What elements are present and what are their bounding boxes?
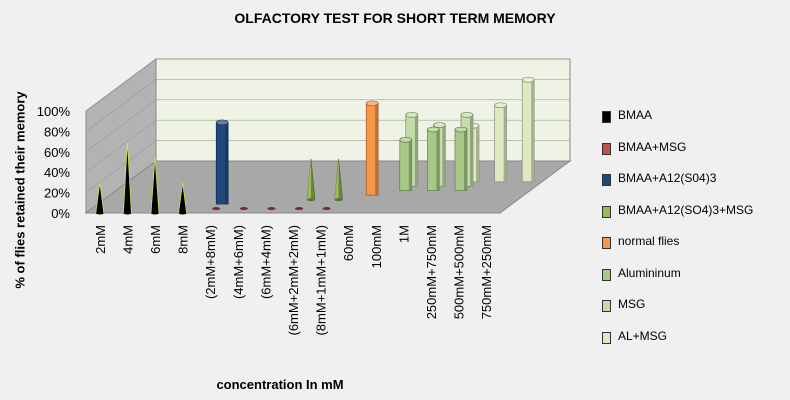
bar-al-msg-14 (521, 77, 535, 183)
gridline (85, 99, 157, 153)
y-tick-label: 100% (37, 104, 71, 119)
x-tick-label: 2mM (93, 225, 108, 254)
bar-bmaa-msg-4 (212, 207, 221, 211)
bar-bmaa-3 (178, 182, 187, 215)
chart-marks (95, 77, 535, 215)
legend-swatch (602, 300, 611, 312)
gridline (85, 119, 157, 173)
y-axis-ticks: 0% 20% 40% 60% 80% 100% (37, 104, 71, 221)
floor (84, 160, 572, 214)
bar-bmaa-msg-7 (295, 207, 303, 211)
bar-bmaa-msg-6 (267, 207, 276, 211)
legend-swatch (602, 268, 611, 281)
x-tick-label: 100mM (369, 225, 384, 268)
x-tick-label: 60mM (341, 225, 356, 261)
legend-swatch (602, 174, 611, 186)
gridline (85, 58, 157, 112)
bar-normal-flies-9 (365, 100, 379, 196)
x-tick-label: 250mM+750mM (424, 225, 439, 319)
bar-alumininum-12 (454, 126, 468, 192)
x-axis-ticks: 2mM 4mM 6mM 8mM (2mM+8mM) (4mM+6mM) (6mM+4mM) (… (93, 225, 494, 336)
x-tick-label: (2mM+8mM) (203, 225, 218, 299)
bar-bmaa-msg-5 (239, 207, 248, 211)
legend-label: MSG (618, 297, 646, 311)
bar-bmaa-a12-s04-3-4 (215, 119, 229, 205)
legend-label: BMAA+MSG (618, 139, 687, 154)
legend-swatch (602, 331, 611, 344)
x-tick-label: (4mM+6mM) (231, 225, 246, 299)
bar-bmaa-0 (95, 182, 105, 215)
bar-bmaa-msg-8 (322, 207, 331, 211)
legend-label: AL+MSG (618, 328, 668, 343)
bar-bmaa-1 (123, 141, 132, 215)
bar-al-msg-13 (494, 102, 507, 183)
y-tick-label: 40% (44, 165, 70, 180)
x-tick-label: 6mM (148, 225, 163, 254)
x-tick-label: (8mM+1mM+1mM) (314, 225, 329, 336)
bar-alumininum-11 (427, 126, 440, 192)
legend-swatch (602, 142, 611, 155)
y-tick-label: 80% (44, 124, 70, 139)
legend-swatch (602, 237, 611, 249)
legend-label: Alumininum (618, 265, 681, 280)
bar-alumininum-10 (399, 136, 413, 192)
y-tick-label: 20% (44, 186, 70, 201)
legend-swatch (602, 205, 611, 218)
x-tick-label: 8mM (176, 225, 191, 254)
y-tick-label: 0% (51, 206, 70, 221)
legend-label: BMAA+A12(SO4)3+MSG (618, 202, 754, 217)
x-tick-label: 750mM+250mM (479, 225, 494, 319)
legend-label: normal flies (618, 234, 680, 248)
x-tick-label: (6mM+2mM+2mM) (286, 225, 301, 336)
x-tick-label: 1M (396, 225, 411, 243)
y-tick-label: 60% (44, 145, 70, 160)
bar-bmaa-a12-so4-3-msg-7 (306, 158, 316, 202)
gridline (85, 79, 157, 132)
x-axis-label: concentration In mM (216, 377, 344, 392)
gridline (85, 140, 157, 193)
bar-bmaa-a12-so4-3-msg-8 (334, 158, 343, 202)
x-tick-label: 4mM (120, 225, 135, 254)
legend-label: BMAA+A12(S04)3 (618, 171, 717, 185)
x-tick-label: 500mM+500mM (452, 225, 467, 319)
bar-bmaa-2 (150, 156, 160, 215)
legend-swatch (602, 111, 611, 123)
x-tick-label: (6mM+4mM) (258, 225, 273, 299)
chart-title: OLFACTORY TEST FOR SHORT TERM MEMORY (234, 10, 556, 26)
legend-label: BMAA (618, 108, 653, 122)
